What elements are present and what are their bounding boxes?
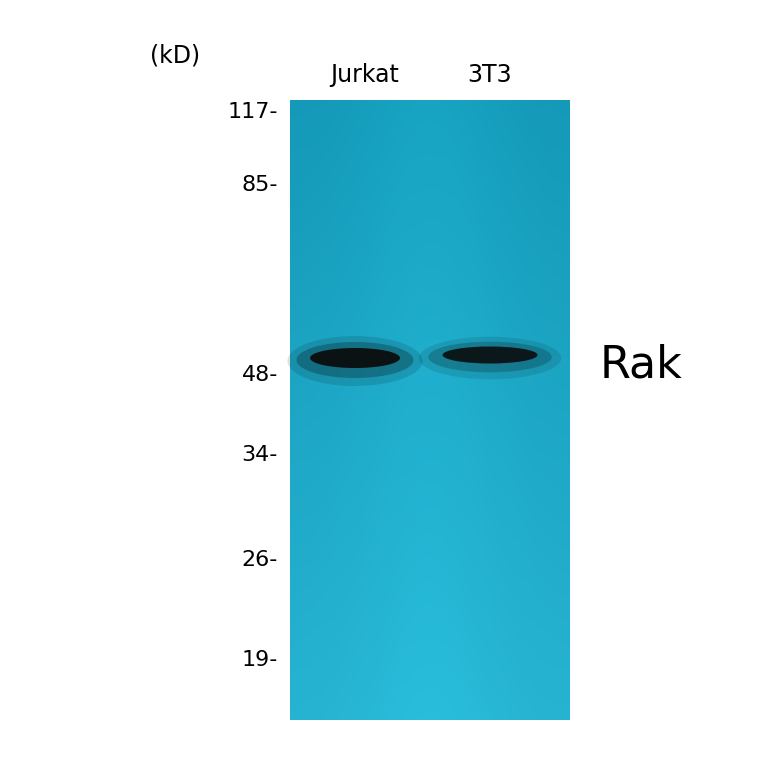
Text: 48-: 48- bbox=[241, 365, 278, 385]
Text: (kD): (kD) bbox=[150, 43, 200, 67]
Text: 117-: 117- bbox=[228, 102, 278, 122]
Text: 85-: 85- bbox=[241, 175, 278, 195]
Text: 34-: 34- bbox=[241, 445, 278, 465]
Ellipse shape bbox=[310, 348, 400, 368]
Ellipse shape bbox=[296, 342, 413, 378]
Ellipse shape bbox=[419, 337, 562, 379]
Text: Jurkat: Jurkat bbox=[331, 63, 400, 87]
Text: 3T3: 3T3 bbox=[468, 63, 513, 87]
Ellipse shape bbox=[429, 342, 552, 372]
Ellipse shape bbox=[287, 336, 422, 386]
Ellipse shape bbox=[442, 347, 538, 364]
Text: 19-: 19- bbox=[241, 650, 278, 670]
Text: Rak: Rak bbox=[600, 344, 683, 387]
Text: 26-: 26- bbox=[241, 550, 278, 570]
